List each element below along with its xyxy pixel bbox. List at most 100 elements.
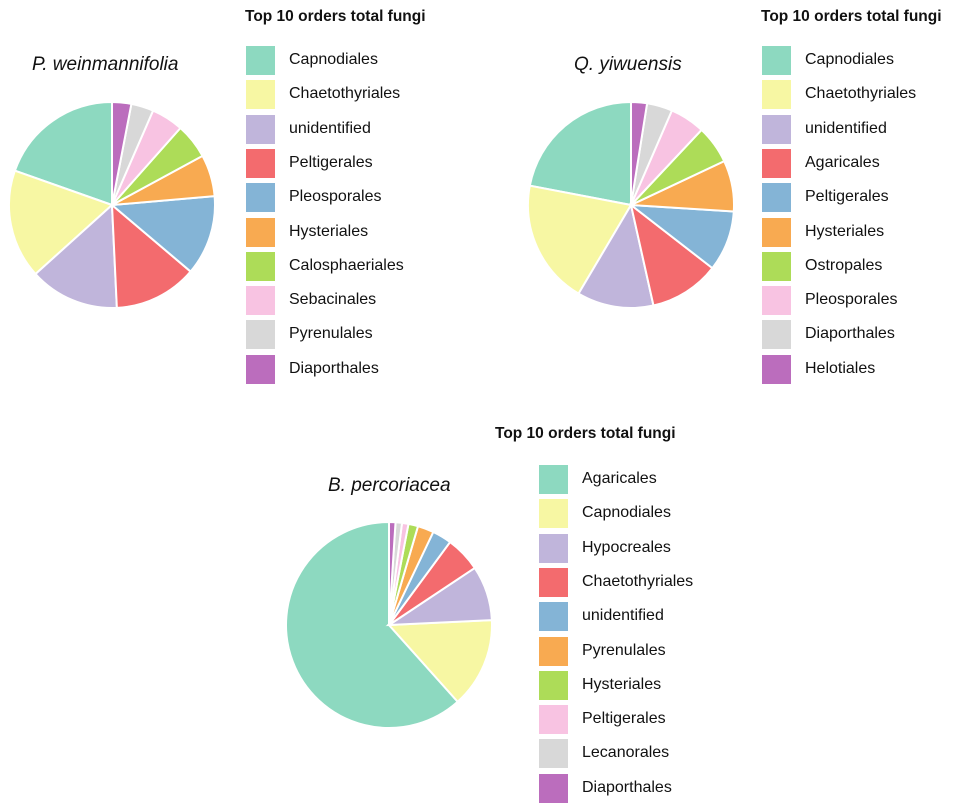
pie-chart (527, 100, 735, 309)
legend-item-hysteriales: Hysteriales (762, 217, 977, 248)
legend-swatch (539, 773, 568, 803)
legend-label: Pyrenulales (289, 325, 373, 343)
legend-swatch (246, 46, 275, 75)
legend-item-capnodiales: Capnodiales (246, 46, 486, 76)
pie-panel-b-percoriacea: B. percoriacea Top 10 orders total fungi… (270, 410, 770, 803)
legend-item-lecanorales: Lecanorales (539, 739, 779, 769)
legend-swatch (246, 286, 275, 316)
legend-swatch (762, 354, 791, 384)
legend-label: Chaetothyriales (582, 572, 694, 590)
legend-swatch (539, 567, 568, 597)
legend-item-peltigerales: Peltigerales (762, 183, 977, 213)
legend-item-pyrenulales: Pyrenulales (539, 636, 779, 667)
legend-label: Hysteriales (289, 222, 369, 240)
legend-swatch (246, 114, 275, 144)
legend-label: Pyrenulales (582, 641, 666, 659)
pie-title: Q. yiwuensis (574, 54, 682, 75)
legend-swatch (762, 251, 791, 281)
legend-item-pleosporales: Pleosporales (246, 183, 486, 213)
legend-label: Agaricales (582, 470, 657, 487)
legend-swatch (762, 46, 791, 75)
legend-item-hypocreales: Hypocreales (539, 533, 779, 564)
pie-panel-q-yiwuensis: Q. yiwuensis Top 10 orders total fungi C… (510, 0, 977, 400)
legend-swatch (539, 636, 568, 666)
legend-item-chaetothyriales: Chaetothyriales (246, 80, 486, 110)
legend-item-unidentified: unidentified (762, 114, 977, 145)
legend-item-hysteriales: Hysteriales (539, 670, 779, 701)
legend-item-sebacinales: Sebacinales (246, 286, 486, 316)
legend-item-diaporthales: Diaporthales (246, 354, 486, 385)
pie-slice-pleosporales (109, 194, 216, 273)
legend-label: unidentified (289, 119, 371, 137)
pie-slice-unidentified (34, 202, 118, 309)
legend-label: Lecanorales (582, 744, 670, 762)
legend-label: Hypocreales (582, 538, 671, 556)
legend-label: Pleosporales (289, 188, 382, 206)
legend-swatch (246, 80, 275, 110)
legend-item-peltigerales: Peltigerales (539, 705, 779, 735)
legend-label: Capnodiales (289, 51, 378, 68)
legend-item-peltigerales: Peltigerales (246, 148, 486, 179)
legend-swatch (762, 217, 791, 247)
legend-label: Chaetothyriales (805, 85, 917, 103)
legend-label: Chaetothyriales (289, 85, 401, 103)
legend-item-capnodiales: Capnodiales (762, 46, 977, 76)
pie-slice-diaporthales (111, 100, 133, 206)
legend-title: Top 10 orders total fungi (245, 8, 426, 25)
legend-item-hysteriales: Hysteriales (246, 217, 486, 248)
pie-slice-unidentified (577, 202, 655, 309)
pie-title: B. percoriacea (328, 475, 451, 496)
legend-label: Capnodiales (805, 51, 894, 68)
legend-title: Top 10 orders total fungi (761, 8, 942, 25)
legend-item-diaporthales: Diaporthales (762, 320, 977, 350)
pie-slice-capnodiales (528, 100, 632, 207)
pie-panel-p-weinmannifolia: P. weinmannifolia Top 10 orders total fu… (0, 0, 490, 400)
legend-swatch (246, 251, 275, 281)
legend-swatch (539, 602, 568, 632)
legend-label: Peltigerales (805, 188, 889, 206)
legend-label: unidentified (582, 607, 664, 625)
legend-swatch (246, 320, 275, 350)
pie-slice-agaricales (629, 202, 714, 307)
legend-label: unidentified (805, 119, 887, 137)
legend-label: Helotiales (805, 359, 876, 377)
legend-swatch (246, 183, 275, 213)
legend-label: Peltigerales (289, 153, 373, 171)
legend-item-capnodiales: Capnodiales (539, 499, 779, 529)
legend-swatch (246, 148, 275, 178)
pie-title: P. weinmannifolia (32, 54, 179, 75)
legend-swatch (762, 183, 791, 213)
legend-swatch (246, 354, 275, 384)
legend-swatch (539, 499, 568, 529)
pie-slice-diaporthales (388, 520, 397, 626)
legend-item-chaetothyriales: Chaetothyriales (762, 80, 977, 110)
pie-slice-helotiales (630, 100, 649, 206)
legend-item-ostropales: Ostropales (762, 251, 977, 282)
pie-chart (8, 100, 216, 309)
legend-label: Agaricales (805, 153, 880, 171)
legend-item-helotiales: Helotiales (762, 354, 977, 385)
legend-item-unidentified: unidentified (539, 602, 779, 632)
legend-swatch (762, 80, 791, 110)
legend-item-chaetothyriales: Chaetothyriales (539, 567, 779, 598)
legend-swatch (246, 217, 275, 247)
legend-item-pyrenulales: Pyrenulales (246, 320, 486, 350)
legend-item-agaricales: Agaricales (762, 148, 977, 179)
legend-swatch (539, 739, 568, 769)
legend-item-pleosporales: Pleosporales (762, 286, 977, 316)
pie-slice-agaricales (285, 520, 460, 729)
legend-title: Top 10 orders total fungi (495, 425, 676, 442)
legend-label: Hysteriales (805, 222, 885, 240)
pie-chart (285, 520, 493, 729)
legend-label: Diaporthales (582, 778, 672, 796)
legend-label: Hysteriales (582, 675, 662, 693)
legend-label: Diaporthales (805, 325, 895, 343)
legend-label: Peltigerales (582, 710, 666, 728)
legend-swatch (762, 114, 791, 144)
legend-swatch (762, 148, 791, 178)
pie-slice-chaetothyriales (8, 169, 114, 276)
pie-slice-chaetothyriales (527, 184, 633, 296)
pie-slice-capnodiales (386, 619, 493, 704)
legend-item-agaricales: Agaricales (539, 465, 779, 495)
pie-slice-peltigerales (110, 202, 193, 309)
